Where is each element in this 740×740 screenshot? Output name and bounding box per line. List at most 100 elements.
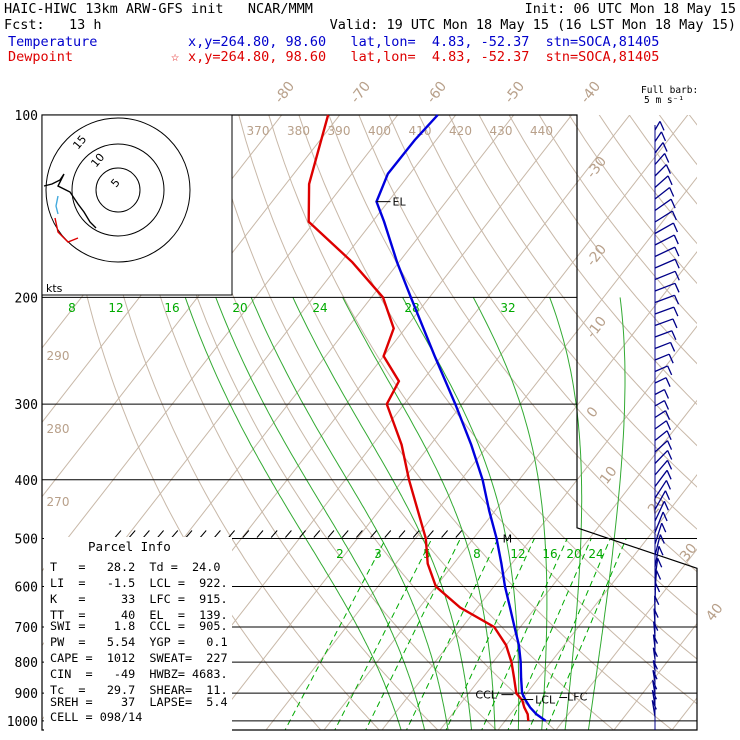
moist-adiabat-line <box>342 297 496 730</box>
pw-tick <box>285 530 292 538</box>
mixing-ratio-line <box>507 538 592 730</box>
theta-label: 370 <box>247 124 270 138</box>
wind-barb-feather <box>673 234 679 245</box>
wind-barb-feather <box>670 198 676 209</box>
wind-barb <box>654 330 673 338</box>
dry-adiabat-line <box>478 115 697 406</box>
theta-label-left: 270 <box>47 495 70 509</box>
wind-barb <box>654 469 668 487</box>
mixing-ratio-label: 24 <box>588 547 603 561</box>
dry-adiabat-line <box>88 115 380 730</box>
wind-barb <box>654 430 668 442</box>
wind-barb <box>654 490 667 510</box>
dry-adiabat-line <box>298 115 697 660</box>
init-time: Init: 06 UTC Mon 18 May 15 <box>524 1 736 17</box>
isotherm-line <box>323 250 697 730</box>
wind-barb-feather <box>660 131 667 142</box>
isotherm-label: 30 <box>677 541 701 565</box>
wind-barb <box>654 246 676 258</box>
pressure-tick-label: 900 <box>15 687 38 702</box>
isotherm-line <box>555 548 697 730</box>
wind-barb-feather <box>652 647 658 658</box>
wind-barb-feather <box>671 330 677 340</box>
wind-barb <box>654 198 672 212</box>
dry-adiabat-line <box>508 115 697 365</box>
dry-adiabat-line <box>628 115 697 205</box>
wind-barb <box>654 459 669 476</box>
wind-barb-feather <box>665 377 671 387</box>
wind-barb-feather <box>659 534 665 544</box>
lfc-label: LFC <box>567 691 587 704</box>
isotherm-line <box>381 325 697 730</box>
pw-tick <box>327 530 335 538</box>
wind-barb <box>654 222 674 235</box>
dry-adiabat-line <box>388 115 697 530</box>
isotherm-line <box>439 399 697 730</box>
isotherm-label: -20 <box>584 242 611 270</box>
pw-tick <box>299 530 306 538</box>
wind-barb-feather <box>667 175 673 186</box>
hodograph-trace-low <box>54 217 79 243</box>
pw-tick <box>398 530 406 538</box>
mixing-ratio-line <box>481 538 568 730</box>
isotherm-line <box>42 115 341 498</box>
wind-barb-feather <box>663 400 670 410</box>
mixing-ratio-label: 20 <box>566 547 581 561</box>
wind-barb-feather <box>674 246 680 257</box>
ccl-label: CCL <box>475 689 497 702</box>
isotherm-label: -80 <box>272 79 299 107</box>
mixing-ratio-line <box>445 538 535 730</box>
wind-barb <box>654 511 664 533</box>
pressure-tick-label: 700 <box>15 621 38 636</box>
parcel-row-tc: Tc = 29.7 SHEAR= 11. <box>50 683 228 697</box>
wind-barb-feather <box>666 460 673 470</box>
wind-barb <box>654 388 665 396</box>
wind-barb-feather <box>661 522 667 533</box>
wind-barb <box>654 234 675 246</box>
moist-adiabat-label: 20 <box>232 301 247 315</box>
wind-barb-feather <box>674 258 680 269</box>
pw-tick <box>143 530 150 538</box>
pressure-tick-label: 1000 <box>7 715 38 730</box>
pw-tick <box>384 530 392 538</box>
pw-tick <box>242 530 250 538</box>
moist-adiabat-line <box>292 297 473 730</box>
wind-barb-feather <box>672 318 678 329</box>
parcel-info-title: Parcel Info <box>88 539 171 554</box>
wind-barb-feather <box>671 210 677 221</box>
isotherm-line <box>265 176 697 730</box>
theta-label: 400 <box>368 124 391 138</box>
wind-barb <box>654 341 671 350</box>
wind-barb-feather <box>665 480 672 490</box>
isotherm-label: -30 <box>584 154 611 182</box>
moist-adiabat-line <box>472 297 548 730</box>
pressure-tick-label: 600 <box>15 580 38 595</box>
isotherm-line <box>42 115 399 572</box>
theta-label-left: 280 <box>47 422 70 436</box>
wind-barb-feather <box>669 342 676 352</box>
parcel-row-cape: CAPE = 1012 SWEAT= 227 <box>50 651 228 665</box>
hodograph-trace-mid <box>55 195 59 215</box>
wind-barb-feather <box>658 545 664 556</box>
wind-barb <box>654 546 660 568</box>
wind-barb-feather <box>652 634 659 644</box>
moist-adiabat-label: 12 <box>108 301 123 315</box>
barb-legend-title: Full barb: <box>641 85 699 96</box>
parcel-info-box <box>44 537 232 732</box>
wind-barb-feather <box>651 700 657 710</box>
lcl-label: LCL <box>535 694 556 707</box>
wind-barb <box>654 282 676 292</box>
wind-barb <box>654 399 665 407</box>
pw-tick <box>455 530 463 538</box>
wind-barb <box>654 377 667 384</box>
theta-label-left: 290 <box>47 349 70 363</box>
parcel-row-t: T = 28.2 Td = 24.0 <box>50 560 221 574</box>
dry-adiabat-line <box>178 115 556 730</box>
pressure-tick-label: 200 <box>15 291 38 306</box>
parcel-row-sreh: SREH = 37 LAPSE= 5.4 <box>50 695 228 709</box>
wind-barb-feather <box>664 153 670 163</box>
wind-barb-feather <box>653 621 659 631</box>
parcel-row-tt: TT = 40 EL = 139. <box>50 608 228 622</box>
isotherm-label: 40 <box>703 601 727 625</box>
theta-label: 440 <box>530 124 553 138</box>
